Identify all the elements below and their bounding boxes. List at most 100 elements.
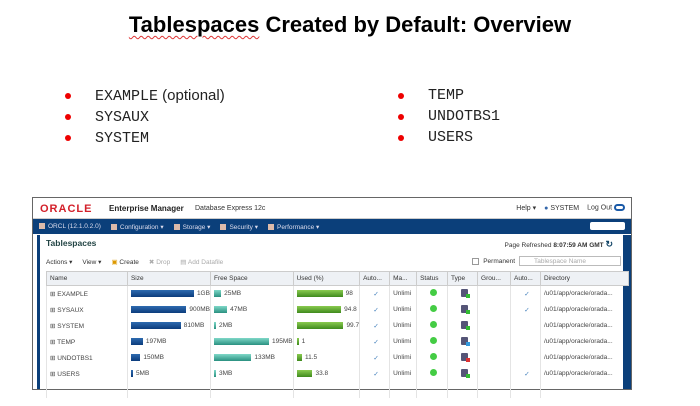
column-header[interactable]: Name xyxy=(46,271,128,286)
auto-segment-icon xyxy=(510,317,541,334)
page-title: Tablespaces xyxy=(46,238,97,248)
actions-menu[interactable]: Actions ▾ xyxy=(46,259,73,266)
used-value: 1 xyxy=(301,338,306,346)
column-header[interactable]: Ma... xyxy=(389,271,418,286)
help-menu[interactable]: Help ▾ xyxy=(516,205,537,212)
auto-segment-icon xyxy=(510,349,541,366)
nav-storage[interactable]: Storage ▾ xyxy=(173,223,210,231)
permanent-checkbox[interactable] xyxy=(472,257,480,265)
free-space-bar xyxy=(213,353,252,361)
nav-performance[interactable]: Performance ▾ xyxy=(268,223,319,231)
column-header[interactable]: Size xyxy=(126,271,211,286)
toolbar: Actions ▾ View ▾ ▣ Create ✖ Drop ▤ Add D… xyxy=(46,256,621,268)
bullet-icon xyxy=(398,93,404,99)
column-header[interactable]: Directory xyxy=(539,271,630,286)
tablespace-type-icon xyxy=(460,336,470,346)
size-value: 1GB xyxy=(196,290,210,298)
nav-db[interactable]: ORCL (12.1.0.2.0) xyxy=(39,223,101,230)
column-header[interactable]: Free Space xyxy=(209,271,294,286)
expand-icon[interactable]: ⊞ xyxy=(50,290,56,298)
tablespace-type-icon xyxy=(460,304,470,314)
create-button[interactable]: ▣ Create xyxy=(111,259,139,266)
column-header[interactable]: Grou... xyxy=(477,271,511,286)
directory: /u01/app/oracle/orada... xyxy=(539,365,629,382)
used-bar xyxy=(296,353,302,361)
oracle-logo: ORACLE xyxy=(40,203,93,215)
bullet-system: SYSTEM xyxy=(65,129,149,147)
group-cell xyxy=(477,285,511,302)
table-row[interactable]: ⊞ SYSTEM 810MB 2MB 99.7 ✓ Unlimi/u01/app/orac… xyxy=(46,317,629,334)
tablespaces-table: Name Size Free Space Used (%) Auto... Ma... St… xyxy=(46,271,630,398)
nav-configuration[interactable]: Configuration ▾ xyxy=(110,223,164,231)
size-value: 5MB xyxy=(135,370,150,378)
drop-icon: ✖ xyxy=(148,259,155,266)
group-cell xyxy=(477,301,511,318)
column-header[interactable]: Auto... xyxy=(359,271,391,286)
expand-icon[interactable]: ⊞ xyxy=(50,370,56,378)
status-online-icon xyxy=(430,369,438,376)
filter-area: Permanent Tablespace Name xyxy=(472,256,621,266)
autoextend-icon: ✓ xyxy=(359,349,390,366)
free-space-bar xyxy=(213,369,216,377)
expand-icon[interactable]: ⊞ xyxy=(50,306,56,314)
used-value: 98 xyxy=(345,290,353,298)
size-bar xyxy=(130,353,141,361)
bullet-icon xyxy=(398,114,404,120)
auto-segment-icon xyxy=(510,333,541,350)
table-row[interactable]: ⊞ EXAMPLE 1GB 25MB 98 ✓ Unlimi ✓/u01/app/oracl… xyxy=(46,285,629,302)
column-header[interactable]: Auto... xyxy=(510,271,541,286)
content: Tablespaces Page Refreshed 8:07:59 AM GM… xyxy=(37,235,630,398)
max-size: Unlimi xyxy=(389,317,417,334)
bullet-icon xyxy=(65,93,71,99)
table-row[interactable]: ⊞ SYSAUX 900MB 47MB 94.8 ✓ Unlimi ✓/u01/app/or… xyxy=(46,301,629,318)
user-icon: ● xyxy=(544,204,549,212)
nav-search-input[interactable] xyxy=(590,222,625,230)
free-space-value: 25MB xyxy=(224,290,242,298)
column-header[interactable]: Type xyxy=(447,271,479,286)
group-cell xyxy=(477,333,511,350)
autoextend-icon: ✓ xyxy=(359,317,390,334)
autoextend-icon: ✓ xyxy=(359,285,390,302)
table-row[interactable]: ⊞ UNDOTBS1 150MB 133MB 11.5 ✓ Unlimi/u01/app/… xyxy=(46,349,629,366)
user-menu[interactable]: ● SYSTEM xyxy=(544,204,580,212)
bullet-icon xyxy=(398,135,404,141)
tablespace-type-icon xyxy=(460,368,470,378)
used-value: 11.5 xyxy=(304,354,318,362)
tablespace-type-icon xyxy=(460,320,470,330)
free-space-value: 195MB xyxy=(271,338,293,346)
performance-icon xyxy=(268,223,275,230)
max-size: Unlimi xyxy=(389,349,417,366)
logout-button[interactable]: Log Out xyxy=(587,204,625,212)
create-icon: ▣ xyxy=(111,259,118,266)
view-menu[interactable]: View ▾ xyxy=(82,259,102,266)
security-icon xyxy=(220,223,227,230)
directory: /u01/app/oracle/orada... xyxy=(539,285,629,302)
add-datafile-button[interactable]: ▤ Add Datafile xyxy=(180,259,224,266)
status-online-icon xyxy=(430,337,438,344)
nav-security[interactable]: Security ▾ xyxy=(220,223,258,231)
refresh-icon[interactable]: ↻ xyxy=(605,239,613,249)
autoextend-icon: ✓ xyxy=(359,333,390,350)
database-icon xyxy=(39,223,45,230)
table-row[interactable]: ⊞ TEMP 197MB 195MB 1 ✓ Unlimi/u01/app/oracle/… xyxy=(46,333,629,350)
auto-segment-icon: ✓ xyxy=(510,365,541,382)
autoextend-icon: ✓ xyxy=(359,365,390,382)
slide-title: Tablespaces Created by Default: Overview xyxy=(128,12,572,37)
size-bar xyxy=(130,290,194,298)
max-size: Unlimi xyxy=(389,365,417,382)
expand-icon[interactable]: ⊞ xyxy=(50,354,56,362)
used-value: 33.8 xyxy=(315,370,329,378)
tablespace-search-input[interactable]: Tablespace Name xyxy=(519,256,621,266)
free-space-value: 2MB xyxy=(218,322,233,330)
tablespace-name: TEMP xyxy=(57,338,76,346)
expand-icon[interactable]: ⊞ xyxy=(50,322,56,330)
drop-button[interactable]: ✖ Drop xyxy=(148,259,171,266)
expand-icon[interactable]: ⊞ xyxy=(50,338,56,346)
page-refreshed: Page Refreshed 8:07:59 AM GMT ↻ xyxy=(504,239,613,249)
bullet-users: USERS xyxy=(398,129,473,146)
column-header[interactable]: Used (%) xyxy=(292,271,361,286)
bullet-sysaux: SYSAUX xyxy=(65,108,149,126)
table-row[interactable]: ⊞ USERS 5MB 3MB 33.8 ✓ Unlimi ✓/u01/app/oracle… xyxy=(46,365,629,382)
column-header[interactable]: Status xyxy=(416,271,449,286)
storage-icon xyxy=(173,223,180,230)
